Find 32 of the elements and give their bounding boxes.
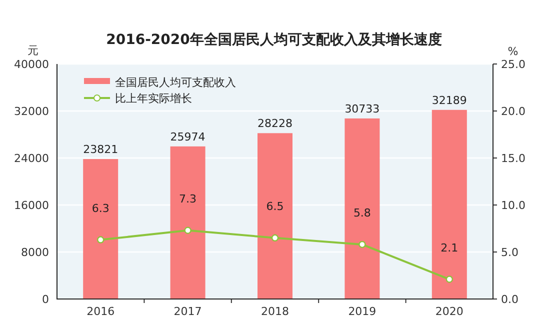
legend-label: 比上年实际增长 bbox=[115, 92, 192, 105]
xtick-label: 2019 bbox=[348, 305, 376, 318]
data-label: 25974 bbox=[170, 130, 206, 144]
data-label: 32189 bbox=[432, 94, 467, 107]
xtick-label: 2016 bbox=[86, 305, 115, 318]
y2label: % bbox=[508, 45, 518, 58]
y2tick-label: 10.0 bbox=[501, 199, 526, 212]
title: 2016-2020年全国居民人均可支配收入及其增长速度 bbox=[106, 32, 442, 48]
data-label: 6.5 bbox=[266, 200, 284, 213]
data-label: 6.3 bbox=[92, 202, 110, 215]
data-label: 2.1 bbox=[440, 241, 458, 254]
ytick-label: 32000 bbox=[14, 105, 49, 118]
data-label: 23821 bbox=[83, 143, 118, 156]
y2tick-label: 15.0 bbox=[501, 152, 526, 165]
y2tick-label: 0.0 bbox=[501, 293, 518, 306]
xtick-label: 2020 bbox=[435, 305, 464, 318]
data-label: 5.8 bbox=[353, 206, 371, 220]
legend-label: 全国居民人均可支配收入 bbox=[115, 76, 236, 89]
ytick-label: 0 bbox=[42, 293, 49, 306]
ytick-label: 8000 bbox=[21, 246, 49, 259]
data-label: 7.3 bbox=[179, 192, 197, 206]
y2tick-label: 20.0 bbox=[501, 105, 526, 118]
y2tick-label: 25.0 bbox=[501, 58, 526, 71]
ylabel: 元 bbox=[28, 44, 38, 57]
ytick-label: 24000 bbox=[14, 152, 49, 165]
xtick-label: 2017 bbox=[174, 305, 202, 318]
ytick-label: 16000 bbox=[14, 199, 49, 212]
y2tick-label: 5.0 bbox=[501, 246, 518, 259]
ytick-label: 40000 bbox=[14, 58, 49, 71]
xtick-label: 2018 bbox=[261, 305, 289, 318]
data-label: 30733 bbox=[344, 102, 380, 116]
data-label: 28228 bbox=[258, 117, 292, 130]
